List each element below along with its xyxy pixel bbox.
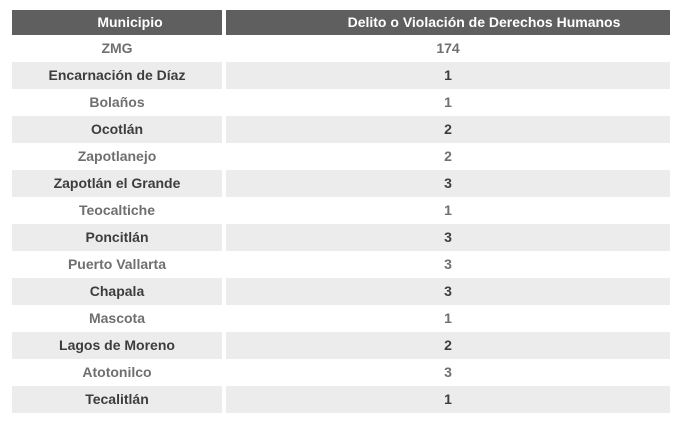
table-row: Mascota 1 [12, 305, 670, 332]
table-row: Ocotlán 2 [12, 116, 670, 143]
table-row: Atotonilco 3 [12, 359, 670, 386]
table-row: Chapala 3 [12, 278, 670, 305]
value-cell: 1 [226, 197, 670, 224]
table-header-row: Municipio Delito o Violación de Derechos… [12, 10, 670, 35]
municipio-cell: Mascota [12, 305, 222, 332]
table-row: Zapotlán el Grande 3 [12, 170, 670, 197]
municipio-cell: Poncitlán [12, 224, 222, 251]
value-cell: 3 [226, 251, 670, 278]
municipio-cell: Tecalitlán [12, 386, 222, 413]
table-row: Teocaltiche 1 [12, 197, 670, 224]
value-cell: 1 [226, 89, 670, 116]
municipio-cell: Teocaltiche [12, 197, 222, 224]
value-cell: 3 [226, 170, 670, 197]
value-cell: 2 [226, 116, 670, 143]
municipio-cell: Atotonilco [12, 359, 222, 386]
municipio-cell: ZMG [12, 35, 222, 62]
value-cell: 3 [226, 359, 670, 386]
table-row: Zapotlanejo 2 [12, 143, 670, 170]
column-header-delito: Delito o Violación de Derechos Humanos [226, 10, 670, 35]
value-cell: 2 [226, 332, 670, 359]
value-cell: 3 [226, 224, 670, 251]
municipio-cell: Bolaños [12, 89, 222, 116]
table-row: Tecalitlán 1 [12, 386, 670, 413]
municipio-cell: Ocotlán [12, 116, 222, 143]
municipio-cell: Lagos de Moreno [12, 332, 222, 359]
table-body: ZMG 174 Encarnación de Díaz 1 Bolaños 1 Ocotlá… [12, 35, 670, 413]
municipio-delitos-table: Municipio Delito o Violación de Derechos… [12, 10, 670, 413]
table-row: Puerto Vallarta 3 [12, 251, 670, 278]
table-row: Poncitlán 3 [12, 224, 670, 251]
value-cell: 1 [226, 62, 670, 89]
municipio-cell: Encarnación de Díaz [12, 62, 222, 89]
value-cell: 1 [226, 305, 670, 332]
table-row: Lagos de Moreno 2 [12, 332, 670, 359]
value-cell: 3 [226, 278, 670, 305]
value-cell: 2 [226, 143, 670, 170]
table-row: Encarnación de Díaz 1 [12, 62, 670, 89]
municipio-cell: Chapala [12, 278, 222, 305]
municipio-cell: Zapotlán el Grande [12, 170, 222, 197]
value-cell: 174 [226, 35, 670, 62]
table-row: Bolaños 1 [12, 89, 670, 116]
municipio-cell: Puerto Vallarta [12, 251, 222, 278]
value-cell: 1 [226, 386, 670, 413]
column-header-municipio: Municipio [12, 10, 222, 35]
municipio-cell: Zapotlanejo [12, 143, 222, 170]
table-row: ZMG 174 [12, 35, 670, 62]
